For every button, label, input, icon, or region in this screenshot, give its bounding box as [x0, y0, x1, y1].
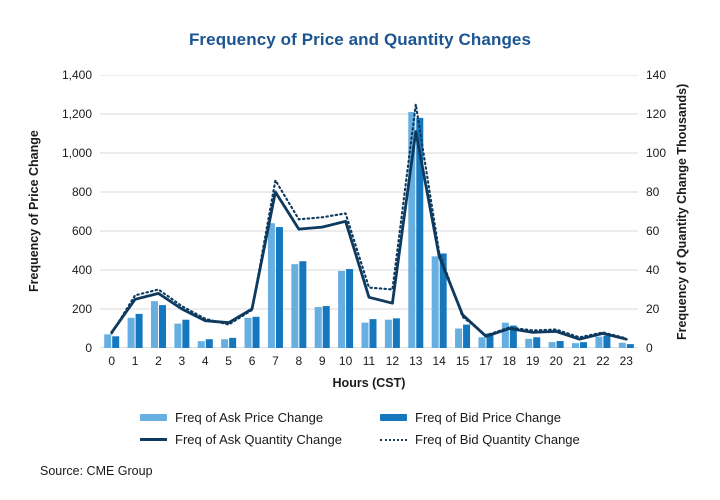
x-tick-label: 3 [178, 354, 186, 368]
left-tick-label: 1,000 [61, 146, 92, 160]
x-tick-label: 10 [338, 354, 353, 368]
x-tick-label: 11 [362, 354, 376, 368]
x-tick-label: 23 [619, 354, 633, 368]
ask-quantity-line-swatch [140, 438, 167, 441]
right-tick-label: 140 [646, 68, 667, 82]
x-tick-label: 17 [479, 354, 493, 368]
right-tick-label: 0 [646, 341, 653, 355]
x-axis-title: Hours (CST) [332, 376, 406, 390]
chart-title: Frequency of Price and Quantity Changes [188, 30, 532, 49]
left-tick-label: 1,400 [61, 68, 92, 82]
ask-price-swatch [140, 414, 167, 421]
x-tick-label: 0 [108, 354, 116, 368]
x-tick-label: 4 [201, 354, 209, 368]
source-note: Source: CME Group [40, 464, 153, 478]
right-tick-label: 20 [646, 302, 660, 316]
left-tick-label: 600 [71, 224, 92, 238]
legend-label: Freq of Bid Price Change [415, 410, 561, 425]
legend-item-bid-quantity: Freq of Bid Quantity Change [380, 432, 595, 447]
right-tick-label: 120 [646, 107, 667, 121]
x-tick-label: 6 [248, 354, 256, 368]
x-tick-label: 15 [455, 354, 470, 368]
x-tick-label: 9 [318, 354, 326, 368]
legend-label: Freq of Ask Price Change [175, 410, 324, 425]
x-tick-label: 1 [131, 354, 139, 368]
left-tick-label: 800 [71, 185, 92, 199]
right-tick-label: 40 [646, 263, 660, 277]
right-tick-label: 60 [646, 224, 660, 238]
bid-quantity-dotted-swatch [380, 438, 407, 441]
right-tick-label: 80 [646, 185, 660, 199]
x-tick-label: 13 [409, 354, 423, 368]
right-tick-label: 100 [646, 146, 667, 160]
plot-area [100, 75, 638, 348]
legend-item-ask-price: Freq of Ask Price Change [140, 410, 380, 425]
x-tick-label: 12 [385, 354, 400, 368]
legend-label: Freq of Bid Quantity Change [415, 432, 580, 447]
x-tick-label: 21 [572, 354, 587, 368]
x-tick-label: 14 [432, 354, 446, 368]
x-tick-label: 7 [272, 354, 279, 368]
legend-label: Freq of Ask Quantity Change [175, 432, 342, 447]
left-tick-label: 400 [71, 263, 92, 277]
legend-item-bid-price: Freq of Bid Price Change [380, 410, 595, 425]
x-tick-label: 19 [526, 354, 540, 368]
left-tick-label: 0 [85, 341, 92, 355]
x-tick-label: 5 [225, 354, 232, 368]
legend: Freq of Ask Price Change Freq of Bid Pri… [140, 410, 600, 447]
left-tick-label: 200 [71, 302, 92, 316]
x-tick-label: 20 [549, 354, 563, 368]
legend-item-ask-quantity: Freq of Ask Quantity Change [140, 432, 380, 447]
x-tick-label: 8 [295, 354, 303, 368]
x-tick-label: 2 [155, 354, 162, 368]
x-tick-label: 22 [596, 354, 610, 368]
bid-price-swatch [380, 414, 407, 421]
x-tick-label: 18 [502, 354, 517, 368]
left-tick-label: 1,200 [61, 107, 92, 121]
